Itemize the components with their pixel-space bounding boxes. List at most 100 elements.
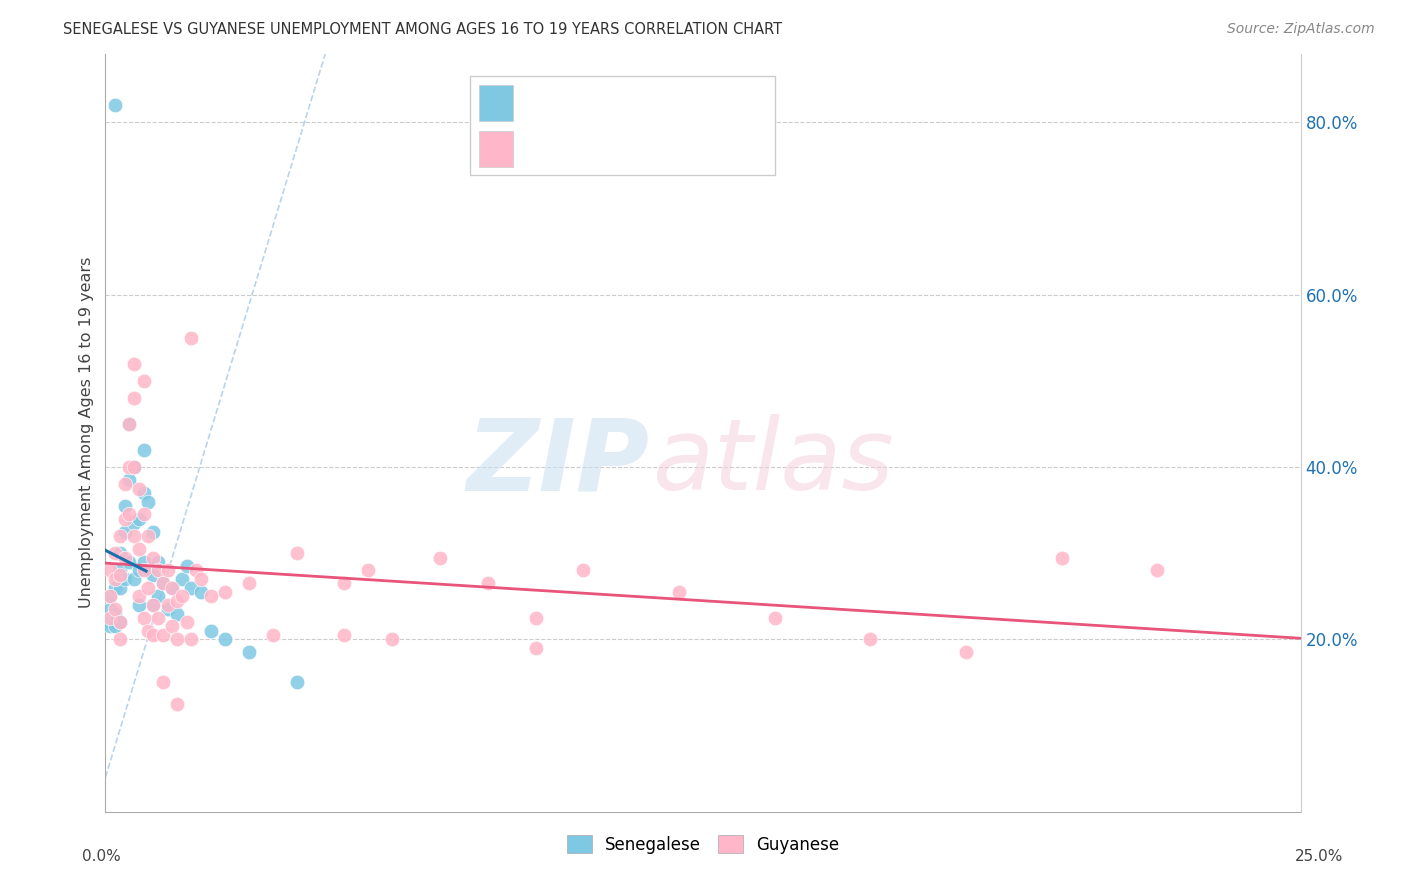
Point (190, 572, 212, 586)
Text: 25.0%: 25.0% (1295, 849, 1343, 863)
Point (166, 632, 188, 647)
Point (114, 572, 136, 586)
Point (138, 494, 160, 508)
Point (108, 564, 131, 578)
Point (122, 357, 145, 371)
Point (104, 607, 127, 621)
Point (142, 598, 165, 612)
Point (238, 645, 260, 659)
Point (128, 512, 150, 526)
Point (118, 555, 141, 569)
Point (122, 529, 145, 543)
Point (166, 697, 188, 711)
Point (98, 615, 121, 630)
Point (132, 508, 155, 522)
Point (166, 607, 188, 621)
Point (104, 615, 127, 630)
Point (170, 572, 193, 586)
Point (98, 619, 121, 633)
Point (333, 576, 356, 591)
Point (238, 576, 260, 591)
Point (138, 564, 160, 578)
Point (98, 564, 121, 578)
Point (156, 564, 179, 578)
Point (138, 624, 160, 638)
Point (114, 512, 136, 526)
Point (118, 508, 141, 522)
Point (98, 590, 121, 604)
Point (162, 619, 184, 633)
Point (146, 564, 169, 578)
Point (166, 593, 188, 607)
Point (186, 564, 208, 578)
Point (190, 585, 212, 599)
Point (104, 581, 127, 595)
Point (128, 564, 150, 578)
Point (104, 546, 127, 560)
Point (108, 632, 131, 647)
Point (152, 576, 174, 591)
Point (142, 567, 165, 582)
Legend: Senegalese, Guyanese: Senegalese, Guyanese (560, 829, 846, 860)
Point (763, 611, 786, 625)
Point (142, 550, 165, 565)
Point (128, 541, 150, 556)
Point (128, 590, 150, 604)
Point (162, 581, 184, 595)
Point (146, 590, 169, 604)
Point (214, 632, 236, 647)
Point (98, 602, 121, 616)
Point (214, 585, 236, 599)
Point (104, 602, 127, 616)
Point (152, 628, 174, 642)
Point (146, 555, 169, 569)
Point (104, 619, 127, 633)
Point (132, 442, 155, 457)
Point (262, 628, 284, 642)
Point (162, 581, 184, 595)
Point (98, 590, 121, 604)
Point (572, 564, 595, 578)
Point (104, 572, 127, 586)
Point (138, 581, 160, 595)
Point (122, 572, 145, 586)
Point (114, 550, 136, 565)
Point (128, 598, 150, 612)
Point (285, 675, 308, 690)
Y-axis label: Unemployment Among Ages 16 to 19 years: Unemployment Among Ages 16 to 19 years (79, 257, 94, 608)
Point (180, 581, 202, 595)
Point (132, 611, 155, 625)
Point (152, 675, 174, 690)
Point (180, 632, 202, 647)
Point (176, 615, 198, 630)
Point (104, 98, 127, 112)
Point (132, 374, 155, 388)
Point (477, 576, 499, 591)
Point (524, 640, 547, 655)
Point (200, 590, 222, 604)
Point (132, 486, 155, 500)
Text: ZIP: ZIP (467, 415, 650, 511)
Point (108, 546, 131, 560)
Point (108, 615, 131, 630)
Point (142, 598, 165, 612)
Point (108, 581, 131, 595)
Point (180, 331, 202, 345)
Point (1050, 550, 1073, 565)
Point (333, 628, 356, 642)
Text: 0.0%: 0.0% (82, 849, 121, 863)
Point (122, 391, 145, 405)
Point (108, 615, 131, 630)
Point (132, 555, 155, 569)
Point (859, 632, 882, 647)
Point (138, 529, 160, 543)
Point (128, 482, 150, 496)
Point (156, 602, 179, 616)
Point (170, 590, 193, 604)
Point (118, 473, 141, 487)
Text: atlas: atlas (652, 415, 894, 511)
Point (114, 524, 136, 539)
Point (357, 564, 380, 578)
Point (98, 611, 121, 625)
Text: SENEGALESE VS GUYANESE UNEMPLOYMENT AMONG AGES 16 TO 19 YEARS CORRELATION CHART: SENEGALESE VS GUYANESE UNEMPLOYMENT AMON… (63, 22, 782, 37)
